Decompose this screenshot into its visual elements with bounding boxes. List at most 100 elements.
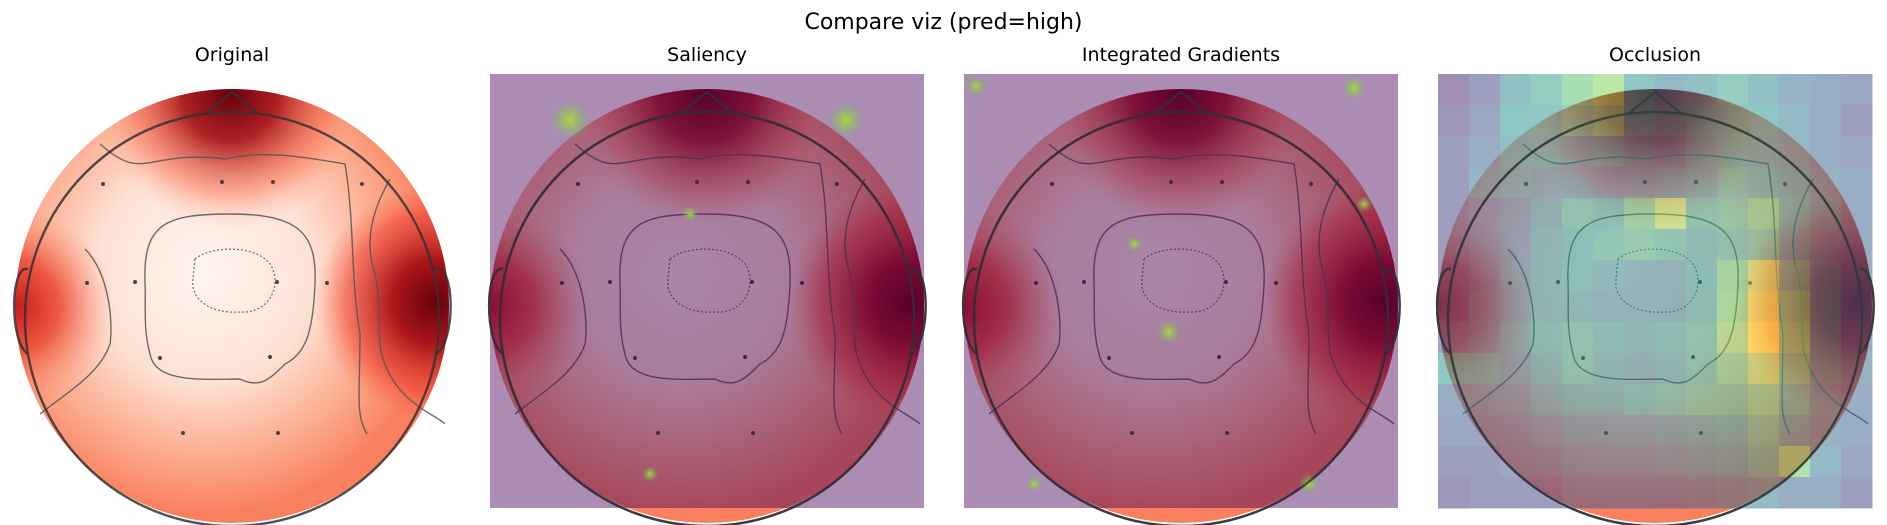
- occlusion-cell: [1624, 353, 1656, 385]
- occlusion-cell: [1686, 74, 1718, 106]
- occlusion-cell: [1686, 229, 1718, 261]
- occlusion-cell: [1717, 260, 1749, 292]
- occlusion-cell: [1469, 167, 1501, 199]
- occlusion-cell: [1779, 322, 1811, 354]
- occlusion-cell: [1562, 291, 1594, 323]
- occlusion-cell: [1593, 136, 1625, 168]
- occlusion-cell: [1686, 384, 1718, 416]
- occlusion-cell: [1717, 353, 1749, 385]
- attribution-hotspot: [1026, 476, 1042, 492]
- nose-marker: [679, 90, 735, 115]
- occlusion-cell: [1841, 229, 1873, 261]
- occlusion-cell: [1531, 384, 1563, 416]
- attribution-hotspot: [1356, 196, 1372, 212]
- occlusion-cell: [1810, 105, 1842, 137]
- occlusion-cell: [1779, 105, 1811, 137]
- occlusion-cell: [1624, 415, 1656, 447]
- topomap-field: [964, 89, 1398, 523]
- occlusion-cell: [1779, 229, 1811, 261]
- electrode-sensors: [560, 180, 839, 435]
- panel-title-occlusion: Occlusion: [1608, 44, 1701, 66]
- head-outline: [13, 90, 452, 525]
- occlusion-cell: [1624, 136, 1656, 168]
- electrode-dot: [101, 182, 105, 186]
- occlusion-cell: [1562, 198, 1594, 230]
- electrode-dot: [560, 281, 564, 285]
- electrode-dot: [276, 431, 280, 435]
- occlusion-cell: [1593, 353, 1625, 385]
- occlusion-cell: [1624, 229, 1656, 261]
- occlusion-cell: [1624, 167, 1656, 199]
- electrode-dot: [576, 182, 580, 186]
- occlusion-cell: [1748, 229, 1780, 261]
- right-ear: [1858, 267, 1875, 356]
- occlusion-cell: [1810, 74, 1842, 106]
- occlusion-cell: [1531, 136, 1563, 168]
- occlusion-cell: [1438, 415, 1470, 447]
- electrode-dot: [746, 180, 750, 184]
- occlusion-cell: [1717, 74, 1749, 106]
- electrode-dot: [1220, 180, 1224, 184]
- occlusion-cell: [1655, 291, 1687, 323]
- occlusion-cell: [1624, 74, 1656, 106]
- contour-frontal: [99, 143, 368, 435]
- occlusion-cell: [1469, 322, 1501, 354]
- occlusion-cell: [1686, 198, 1718, 230]
- occlusion-cell: [1779, 415, 1811, 447]
- right-ear: [910, 267, 927, 356]
- panel-occlusion: Occlusion: [1436, 44, 1875, 525]
- occlusion-cell: [1810, 353, 1842, 385]
- occlusion-cell: [1748, 260, 1780, 292]
- occlusion-cell: [1717, 167, 1749, 199]
- electrode-dot: [695, 180, 699, 184]
- occlusion-cell: [1779, 260, 1811, 292]
- occlusion-cell: [1686, 291, 1718, 323]
- occlusion-cell: [1717, 415, 1749, 447]
- occlusion-cell: [1562, 136, 1594, 168]
- electrode-dot: [1169, 180, 1173, 184]
- occlusion-cell: [1779, 74, 1811, 106]
- occlusion-cell: [1810, 260, 1842, 292]
- occlusion-cell: [1438, 322, 1470, 354]
- electrode-dot: [633, 356, 637, 360]
- occlusion-cell: [1562, 167, 1594, 199]
- occlusion-cell: [1469, 229, 1501, 261]
- occlusion-cell: [1686, 260, 1718, 292]
- head-circle: [23, 110, 441, 525]
- contour-frontal: [1048, 143, 1317, 435]
- occlusion-cell: [1686, 353, 1718, 385]
- contour-lines: [39, 143, 446, 435]
- occlusion-cell: [1500, 415, 1532, 447]
- occlusion-cell: [1500, 322, 1532, 354]
- electrode-dot: [608, 280, 612, 284]
- occlusion-cell: [1562, 415, 1594, 447]
- occlusion-cell: [1841, 74, 1873, 106]
- left-ear: [1436, 267, 1452, 356]
- occlusion-cell: [1624, 291, 1656, 323]
- occlusion-cell: [1779, 198, 1811, 230]
- occlusion-cell: [1686, 322, 1718, 354]
- electrode-dot: [181, 431, 185, 435]
- occlusion-cell: [1562, 260, 1594, 292]
- occlusion-cell: [1593, 260, 1625, 292]
- occlusion-cell: [1655, 260, 1687, 292]
- occlusion-cell: [1469, 260, 1501, 292]
- occlusion-cell: [1593, 74, 1625, 106]
- panel-title-saliency: Saliency: [667, 44, 747, 66]
- occlusion-cell: [1562, 322, 1594, 354]
- occlusion-cell: [1717, 198, 1749, 230]
- occlusion-cell: [1624, 477, 1656, 509]
- occlusion-cell: [1624, 260, 1656, 292]
- occlusion-cell: [1531, 105, 1563, 137]
- electrode-dot: [1309, 182, 1313, 186]
- panel-integrated-gradients: Integrated Gradients: [962, 44, 1401, 525]
- electrode-dot: [268, 355, 272, 359]
- attribution-hotspot: [1342, 76, 1366, 100]
- occlusion-cell: [1438, 446, 1470, 478]
- attribution-hotspot: [828, 102, 864, 138]
- occlusion-cell: [1593, 167, 1625, 199]
- occlusion-cell: [1655, 477, 1687, 509]
- right-ear: [1384, 267, 1401, 356]
- topomap-hotspot-left: [964, 89, 1398, 508]
- occlusion-cell: [1624, 322, 1656, 354]
